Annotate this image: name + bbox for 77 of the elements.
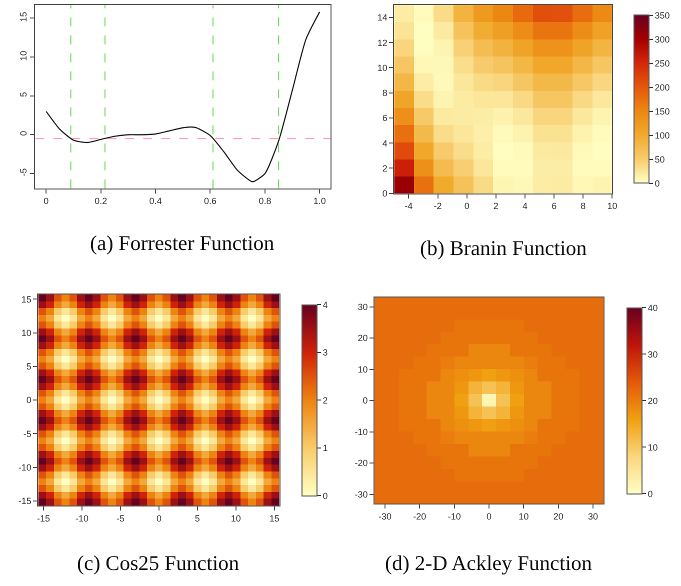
y-tick-label: 20: [358, 333, 368, 344]
x-tick-label: 10: [607, 201, 618, 212]
line-series: [46, 11, 320, 182]
color-bar-label: 30: [648, 349, 658, 360]
color-bar-label: 100: [654, 130, 670, 140]
y-tick-label: 30: [358, 302, 368, 312]
x-tick-label: 20: [553, 511, 564, 522]
y-tick-label: -15: [18, 496, 32, 506]
color-bar-label: 4: [322, 300, 328, 310]
x-tick-label: 0: [464, 201, 470, 212]
x-tick-label: 1.0: [313, 196, 326, 206]
x-tick-label: 0.6: [204, 196, 217, 206]
x-tick-label: -4: [404, 201, 413, 212]
y-tick-label: -10: [354, 426, 368, 437]
color-bar-label: 50: [654, 154, 665, 164]
y-tick-label: -5: [23, 428, 32, 439]
y-tick-label: 12: [377, 38, 388, 48]
color-bar-label: 0: [654, 178, 660, 188]
x-tick-label: 0: [156, 513, 162, 524]
color-bar-label: 150: [654, 106, 670, 116]
y-tick-label: -10: [18, 462, 32, 472]
x-tick-label: 8: [580, 201, 586, 212]
y-tick-label: 2: [382, 163, 388, 174]
x-tick-label: -10: [448, 511, 461, 522]
x-tick-label: 6: [552, 201, 557, 212]
color-bar-label: 20: [648, 396, 658, 406]
text: (a) Forrester Function: [90, 231, 275, 255]
x-tick-label: -10: [76, 513, 89, 524]
y-tick-label: 10: [21, 328, 32, 338]
color-bar-label: 3: [322, 348, 328, 358]
x-tick-label: 0: [44, 196, 49, 206]
color-bar-label: 2: [322, 395, 328, 406]
color-bar-label: 1: [322, 443, 328, 454]
x-tick-label: -20: [413, 511, 426, 522]
color-bar-label: 200: [654, 82, 670, 92]
x-tick-label: 10: [518, 511, 529, 522]
color-bar-label: 0: [648, 488, 653, 499]
y-tick-label: 4: [382, 138, 388, 148]
x-tick-label: -15: [37, 513, 50, 524]
x-tick-label: 0.4: [149, 196, 162, 206]
y-tick-label: 5: [26, 362, 32, 372]
text: (d) 2-D Ackley Function: [385, 551, 593, 575]
x-tick-label: 15: [269, 513, 280, 524]
y-tick-label: 10: [18, 50, 29, 61]
y-tick-label: -5: [18, 168, 29, 176]
color-bar-label: 0: [322, 490, 328, 501]
y-tick-label: 0: [362, 396, 368, 406]
y-tick-label: 15: [18, 12, 29, 22]
y-tick-label: 10: [377, 62, 388, 73]
y-tick-label: 5: [18, 92, 29, 98]
y-tick-label: 14: [377, 12, 388, 23]
text: (c) Cos25 Function: [77, 551, 240, 575]
x-tick-label: 30: [588, 511, 598, 522]
y-tick-label: 10: [358, 364, 368, 374]
x-tick-label: 10: [230, 513, 241, 524]
x-tick-label: 0.8: [258, 196, 272, 206]
x-tick-label: 2: [493, 201, 498, 212]
x-tick-label: 5: [194, 513, 200, 524]
color-bar-label: 250: [654, 58, 670, 68]
x-tick-label: 0: [486, 511, 492, 522]
color-bar-label: 300: [654, 34, 670, 44]
y-tick-label: 0: [382, 188, 388, 198]
y-tick-label: 6: [382, 113, 388, 124]
color-bar-label: 350: [654, 10, 670, 20]
x-tick-label: -2: [434, 201, 442, 212]
y-tick-label: -30: [354, 489, 368, 500]
color-bar-label: 10: [648, 442, 658, 452]
color-bar-label: 40: [648, 302, 658, 313]
x-tick-label: 0.2: [94, 196, 108, 206]
y-tick-label: -20: [354, 458, 368, 468]
text: (b) Branin Function: [420, 236, 588, 260]
x-tick-label: 4: [522, 201, 528, 212]
y-tick-label: 8: [382, 88, 388, 98]
x-tick-label: -5: [116, 513, 124, 524]
y-tick-label: 15: [21, 294, 32, 304]
y-tick-label: 0: [18, 130, 29, 136]
y-tick-label: 0: [26, 395, 32, 406]
